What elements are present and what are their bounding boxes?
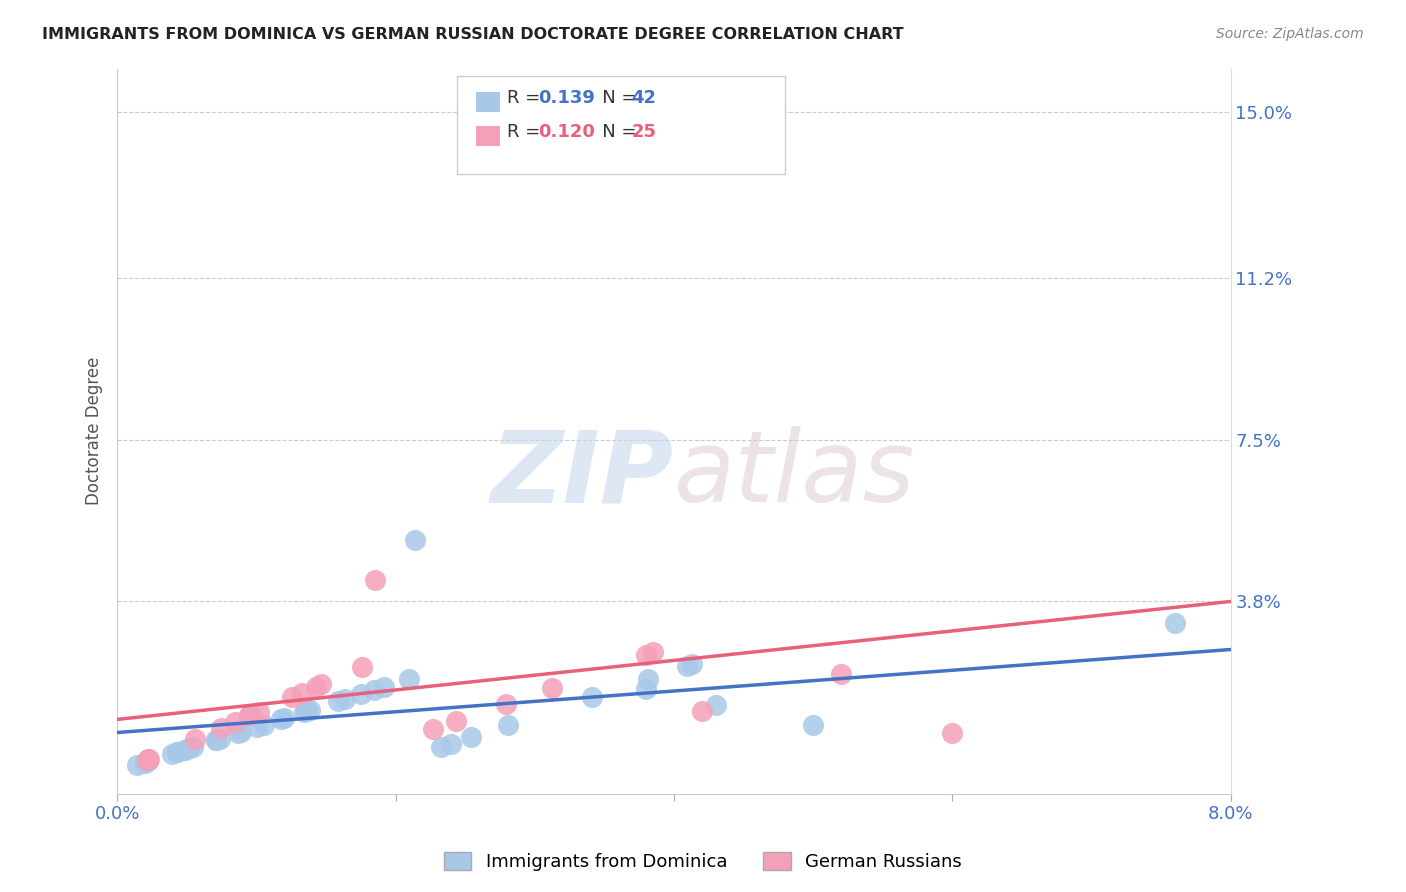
Point <box>173 743 195 757</box>
Point <box>676 659 699 673</box>
Y-axis label: Doctorate Degree: Doctorate Degree <box>86 357 103 505</box>
Point <box>229 725 252 739</box>
Point <box>681 657 703 672</box>
Point <box>430 740 453 755</box>
Point <box>270 712 292 726</box>
Point <box>636 648 658 662</box>
Point <box>205 732 228 747</box>
Point <box>239 708 262 723</box>
Point <box>634 681 657 696</box>
Point <box>205 732 228 747</box>
Point <box>398 672 420 686</box>
Point <box>160 747 183 761</box>
Point <box>173 743 195 757</box>
Text: R =: R = <box>508 123 546 141</box>
Point <box>495 697 517 711</box>
Point <box>295 704 318 718</box>
Point <box>166 745 188 759</box>
Point <box>690 704 713 718</box>
Point <box>801 718 824 732</box>
Point <box>127 758 149 772</box>
Point <box>253 717 276 731</box>
Point <box>1164 616 1187 631</box>
Point <box>460 731 482 745</box>
Point <box>226 726 249 740</box>
Point <box>422 722 444 736</box>
Point <box>540 681 562 695</box>
FancyBboxPatch shape <box>457 76 785 174</box>
Point <box>238 708 260 723</box>
Point <box>352 659 374 673</box>
Point <box>326 694 349 708</box>
Point <box>273 711 295 725</box>
Point <box>364 573 387 587</box>
Point <box>444 714 467 728</box>
Point <box>224 714 246 729</box>
Text: 25: 25 <box>631 123 657 141</box>
Point <box>349 687 371 701</box>
Point <box>136 755 159 769</box>
Text: Source: ZipAtlas.com: Source: ZipAtlas.com <box>1216 27 1364 41</box>
Point <box>830 667 852 681</box>
Point <box>439 737 461 751</box>
Point <box>166 745 188 759</box>
Point <box>295 705 318 719</box>
Point <box>291 685 314 699</box>
FancyBboxPatch shape <box>475 92 501 112</box>
Point <box>941 725 963 739</box>
Point <box>292 705 315 719</box>
Point <box>135 753 157 767</box>
Text: 0.120: 0.120 <box>538 123 595 141</box>
Point <box>298 703 321 717</box>
Point <box>246 720 269 734</box>
Point <box>621 136 644 150</box>
Point <box>581 690 603 705</box>
Point <box>304 680 326 694</box>
Point <box>641 645 664 659</box>
Point <box>183 732 205 747</box>
Point <box>373 680 395 694</box>
Point <box>136 752 159 766</box>
Point <box>209 721 232 735</box>
Text: N =: N = <box>585 89 643 107</box>
Point <box>208 731 231 746</box>
Text: ZIP: ZIP <box>491 426 673 523</box>
Point <box>309 677 332 691</box>
Point <box>363 682 385 697</box>
Point <box>496 718 519 732</box>
Text: 42: 42 <box>631 89 657 107</box>
Point <box>704 698 727 712</box>
Point <box>179 741 201 756</box>
Point <box>181 740 204 755</box>
Point <box>637 672 659 686</box>
Point <box>134 756 156 770</box>
Text: atlas: atlas <box>673 426 915 523</box>
Text: 0.139: 0.139 <box>538 89 595 107</box>
Legend: Immigrants from Dominica, German Russians: Immigrants from Dominica, German Russian… <box>437 845 969 879</box>
Text: R =: R = <box>508 89 546 107</box>
Point <box>404 533 426 548</box>
Text: IMMIGRANTS FROM DOMINICA VS GERMAN RUSSIAN DOCTORATE DEGREE CORRELATION CHART: IMMIGRANTS FROM DOMINICA VS GERMAN RUSSI… <box>42 27 904 42</box>
Text: N =: N = <box>585 123 643 141</box>
FancyBboxPatch shape <box>475 126 501 146</box>
Point <box>333 692 356 706</box>
Point <box>247 705 270 719</box>
Point <box>138 752 160 766</box>
Point <box>281 690 304 705</box>
